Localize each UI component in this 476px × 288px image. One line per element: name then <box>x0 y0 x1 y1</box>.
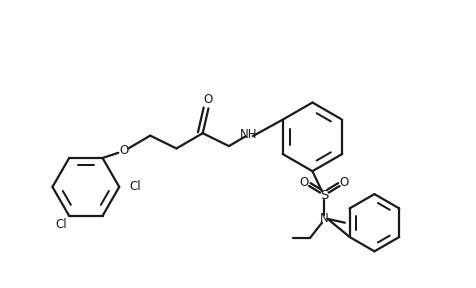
Text: O: O <box>203 93 213 106</box>
Text: NH: NH <box>240 128 257 141</box>
Text: S: S <box>319 190 328 202</box>
Text: Cl: Cl <box>55 218 67 231</box>
Text: O: O <box>299 176 308 189</box>
Text: O: O <box>339 176 348 189</box>
Text: Cl: Cl <box>129 180 141 194</box>
Text: O: O <box>119 144 129 157</box>
Text: N: N <box>319 212 328 226</box>
